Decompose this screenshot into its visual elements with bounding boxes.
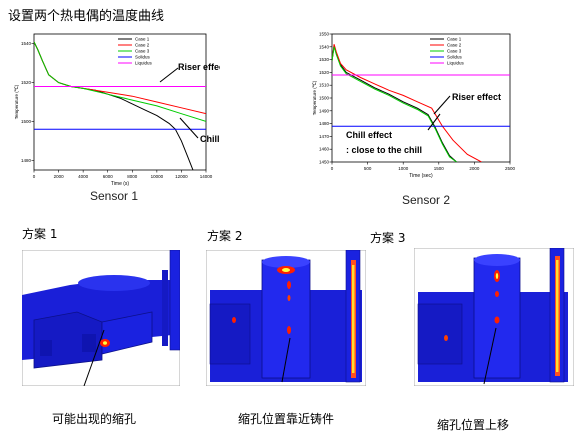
y-tick-label: 1460 [319,147,330,152]
y-tick-label: 1550 [319,32,330,37]
chart-sensor-1: 0 2000 4000 6000 8000 10000 12000 14000 1480 1500… [14,33,220,187]
y-tick-label: 1490 [319,108,330,113]
x-tick-label: 0 [331,166,334,171]
casting-shrinkage-sim-3-icon [414,248,574,386]
y-axis-label: Temperature (℃) [14,84,19,119]
casting-shrinkage-sim-2-icon [206,250,366,386]
x-tick-label: 8000 [127,174,138,179]
annotation-2: : close to the chill [346,145,422,155]
x-tick-label: 2000 [469,166,480,171]
plot-frame [331,33,511,163]
y-tick-label: 1540 [21,41,32,46]
annotation-0: Riser effect [178,62,220,72]
scheme-label-1: 方案 1 [22,227,58,241]
chart-caption-sensor-1: Sensor 1 [90,189,139,203]
x-tick-label: 2000 [54,174,65,179]
x-tick-label: 0 [33,174,36,179]
y-tick-label: 1540 [319,44,330,49]
y-tick-label: 1510 [319,83,330,88]
annotation-arrow [427,113,441,131]
scheme-caption-3: 缩孔位置上移 [437,418,510,432]
chart-sensor-2: 0 500 1000 1500 2000 2500 1450 1460 1470 1480 1490… [312,32,516,180]
annotation-arrow [433,95,451,115]
y-tick-label: 1500 [21,119,32,124]
legend-label-3: Case 3 [135,49,150,54]
scheme-caption-1: 可能出现的缩孔 [52,412,137,426]
x-tick-label: 14000 [200,174,213,179]
x-tick-label: 1500 [434,166,445,171]
annotation-arrow [179,117,199,139]
annotation-0: Riser effect [452,92,501,102]
legend-label-4: Solidus [447,55,463,60]
scheme-label-2: 方案 2 [207,229,243,243]
legend-label-1: Case 1 [135,37,150,42]
legend-label-5: Liquidus [447,61,465,66]
annotation-arrow [159,67,179,83]
annotation-1: Chill effect [346,130,392,140]
x-axis-label: Time (sec) [409,173,433,179]
y-tick-label: 1520 [21,80,32,85]
series-line-3 [34,41,206,122]
x-tick-label: 500 [364,166,372,171]
casting-shrinkage-sim-1-icon [22,250,180,386]
y-axis-label: Temperature (℃) [312,80,317,115]
legend-label-5: Liquidus [135,61,153,66]
legend-label-2: Case 2 [447,43,462,48]
legend-label-1: Case 1 [447,37,462,42]
x-tick-label: 2500 [505,166,516,171]
annotation-1: Chill effect [200,134,220,144]
x-tick-label: 12000 [175,174,188,179]
chart-caption-sensor-2: Sensor 2 [402,193,451,207]
x-tick-label: 1000 [398,166,409,171]
legend-label-3: Case 3 [447,49,462,54]
y-tick-label: 1500 [319,96,330,101]
x-axis-label: Time (s) [111,181,129,187]
x-tick-label: 6000 [103,174,114,179]
scheme-label-3: 方案 3 [370,231,406,245]
y-tick-label: 1530 [319,57,330,62]
scheme-caption-2: 缩孔位置靠近铸件 [238,412,335,426]
y-tick-label: 1470 [319,134,330,139]
legend-label-2: Case 2 [135,43,150,48]
x-tick-label: 10000 [151,174,164,179]
series-line-3 [332,46,457,162]
y-tick-label: 1520 [319,70,330,75]
legend-label-4: Solidus [135,55,151,60]
plot-frame [33,33,207,171]
series-line-2 [332,44,482,162]
y-tick-label: 1480 [319,121,330,126]
y-tick-label: 1450 [319,160,330,165]
x-tick-label: 4000 [78,174,89,179]
page-title: 设置两个热电偶的温度曲线 [8,9,165,24]
y-tick-label: 1480 [21,158,32,163]
